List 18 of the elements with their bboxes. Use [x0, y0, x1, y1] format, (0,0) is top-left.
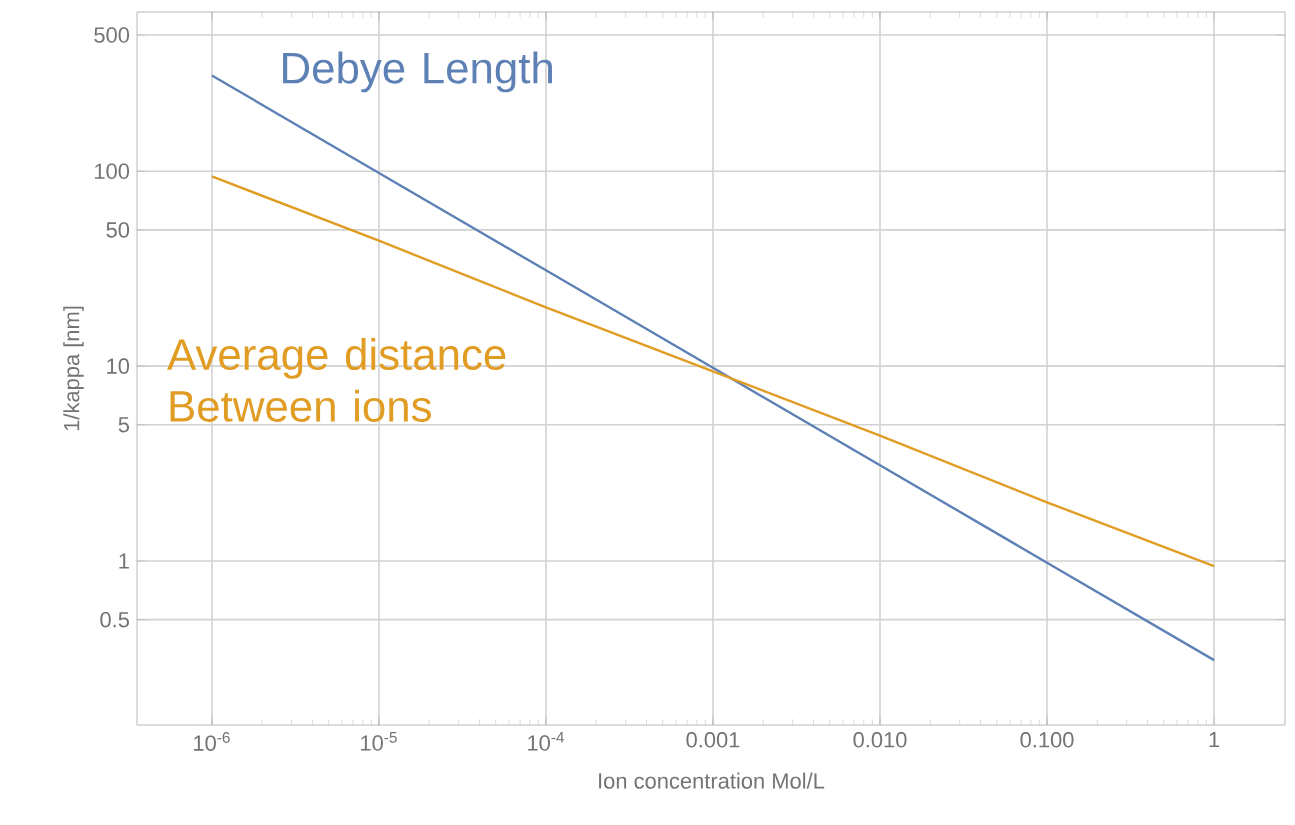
x-tick-label: 1 — [1209, 732, 1220, 748]
series-label: Average distance Between ions — [167, 337, 506, 422]
y-tick-label: 5 — [118, 417, 130, 433]
x-tick-label: 0.100 — [1020, 732, 1074, 748]
y-axis-title: 1/kappa [nm] — [63, 306, 84, 431]
y-tick-label: 10 — [107, 358, 130, 374]
x-tick-label: 0.001 — [686, 732, 740, 748]
y-tick-label: 0.5 — [100, 611, 130, 628]
y-tick-label: 500 — [94, 27, 130, 43]
x-tick-label: 0.010 — [853, 732, 907, 748]
x-axis-title: Ion concentration Mol/L — [599, 772, 825, 789]
x-tick-label: 10$^{-6}$ — [194, 732, 230, 751]
x-tick-label: 10$^{-4}$ — [528, 732, 565, 751]
y-tick-label: 1 — [119, 553, 129, 569]
y-tick-label: 50 — [106, 222, 130, 238]
x-tick-label: 10$^{-5}$ — [361, 732, 397, 751]
series-label: Debye Length — [283, 51, 552, 93]
y-tick-label: 100 — [95, 163, 130, 179]
